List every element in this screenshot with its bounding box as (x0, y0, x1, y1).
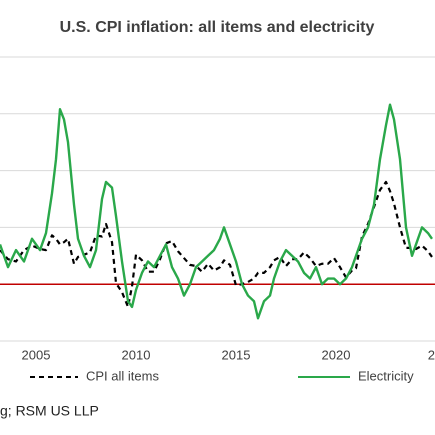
legend-label: Electricity (358, 368, 414, 383)
x-tick-label: 2015 (222, 347, 251, 362)
chart-title: U.S. CPI inflation: all items and electr… (60, 19, 375, 36)
series-line (0, 103, 433, 320)
x-tick-label: 2020 (322, 347, 351, 362)
legend-label: CPI all items (86, 368, 159, 383)
source: g; RSM US LLP (0, 403, 99, 419)
x-tick-label: 2 (428, 347, 435, 362)
series-line (0, 180, 433, 309)
x-tick-label: 2005 (22, 347, 51, 362)
x-tick-label: 2010 (122, 347, 151, 362)
